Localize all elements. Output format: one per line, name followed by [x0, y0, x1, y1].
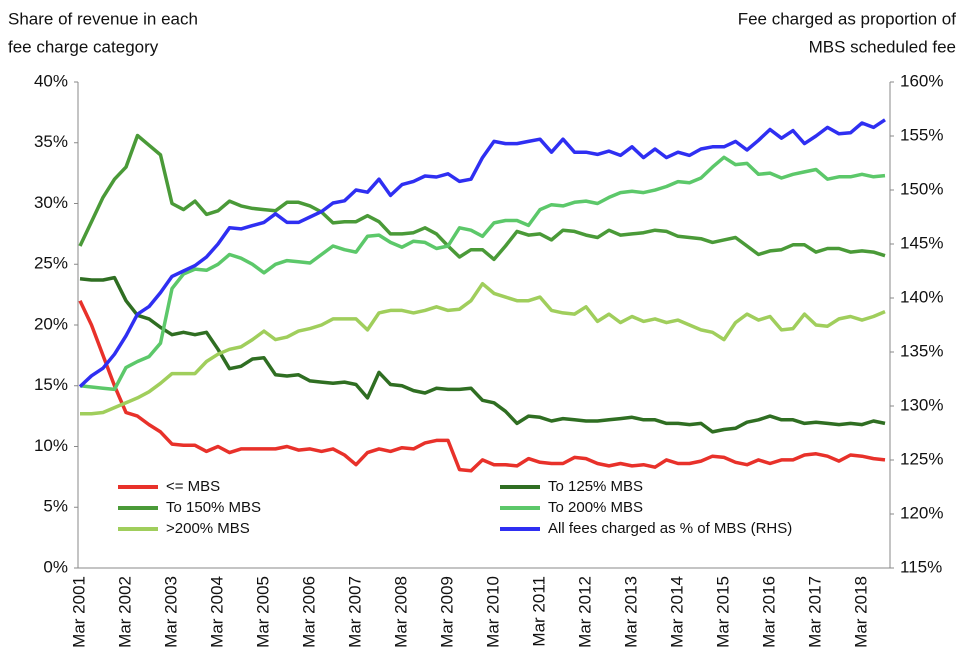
x-tick-label: Mar 2013: [621, 576, 640, 648]
legend-label: >200% MBS: [166, 520, 250, 537]
y2-tick-label: 125%: [900, 449, 943, 468]
x-tick-label: Mar 2009: [437, 576, 456, 648]
y-tick-label: 20%: [34, 314, 68, 333]
y-tick-label: 30%: [34, 193, 68, 212]
y-tick-label: 0%: [43, 557, 68, 576]
x-tick-label: Mar 2010: [483, 576, 502, 648]
x-tick-label: Mar 2007: [345, 576, 364, 648]
y-tick-label: 10%: [34, 436, 68, 455]
series-line: [78, 133, 886, 262]
y2-tick-label: 130%: [900, 395, 943, 414]
legend-label: <= MBS: [166, 478, 220, 495]
y-tick-label: 40%: [34, 71, 68, 90]
x-tick-label: Mar 2016: [759, 576, 778, 648]
legend-label: To 150% MBS: [166, 499, 261, 516]
legend-label: To 125% MBS: [548, 478, 643, 495]
y-tick-label: 25%: [34, 254, 68, 273]
series-line: [78, 299, 886, 473]
series-line: [80, 281, 886, 416]
y2-axis-title: MBS scheduled fee: [809, 37, 956, 56]
x-tick-label: Mar 2003: [161, 576, 180, 648]
legend-label: All fees charged as % of MBS (RHS): [548, 520, 792, 537]
y2-tick-label: 135%: [900, 341, 943, 360]
y2-tick-label: 120%: [900, 503, 943, 522]
y-tick-label: 15%: [34, 375, 68, 394]
y2-tick-label: 145%: [900, 233, 943, 252]
y2-tick-label: 160%: [900, 71, 943, 90]
x-tick-label: Mar 2014: [667, 576, 686, 648]
y2-tick-label: 140%: [900, 287, 943, 306]
series-line: [79, 155, 886, 392]
y2-axis-title: Fee charged as proportion of: [738, 9, 957, 28]
y-axis-title: Share of revenue in each: [8, 9, 198, 28]
x-tick-label: Mar 2017: [805, 576, 824, 648]
y-tick-label: 5%: [43, 497, 68, 516]
x-tick-label: Mar 2008: [391, 576, 410, 648]
y2-tick-label: 150%: [900, 179, 943, 198]
x-tick-label: Mar 2018: [851, 576, 870, 648]
x-tick-label: Mar 2012: [575, 576, 594, 648]
x-tick-label: Mar 2004: [207, 576, 226, 648]
legend-label: To 200% MBS: [548, 499, 643, 516]
x-tick-label: Mar 2005: [253, 576, 272, 648]
x-tick-label: Mar 2002: [115, 576, 134, 648]
y-axis-title: fee charge category: [8, 37, 159, 56]
x-tick-label: Mar 2001: [69, 576, 88, 648]
y2-tick-label: 155%: [900, 125, 943, 144]
series-line: [78, 118, 886, 388]
x-tick-label: Mar 2015: [713, 576, 732, 648]
y2-tick-label: 115%: [900, 557, 942, 576]
y-tick-label: 35%: [34, 132, 68, 151]
x-tick-label: Mar 2011: [529, 576, 548, 647]
x-tick-label: Mar 2006: [299, 576, 318, 648]
series-line: [79, 275, 886, 434]
